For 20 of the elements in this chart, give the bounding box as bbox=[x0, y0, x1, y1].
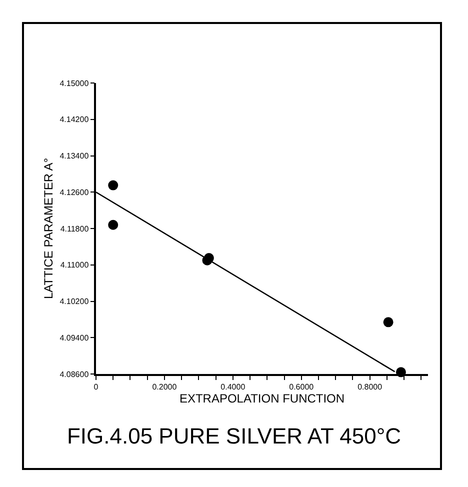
y-tick-label: 4.15000 bbox=[60, 78, 90, 88]
x-axis-title: EXTRAPOLATION FUNCTION bbox=[179, 391, 345, 406]
y-tick-label: 4.10200 bbox=[60, 297, 90, 306]
y-axis-title: LATTICE PARAMETER A° bbox=[42, 158, 56, 300]
x-tick-label: 0.2000 bbox=[152, 382, 178, 392]
text: FIG.4.05 PURE SILVER AT 450°C bbox=[66, 424, 402, 449]
y-tick-label: 4.11800 bbox=[60, 224, 90, 234]
x-tick-label: 0.6000 bbox=[289, 382, 314, 392]
y-tick-label: 4.08600 bbox=[60, 370, 90, 379]
x-tick-label: 0.8000 bbox=[358, 382, 383, 392]
y-tick-label: 4.14200 bbox=[60, 115, 90, 124]
x-tick-label: 0 bbox=[94, 382, 99, 392]
y-tick-label: 4.11000 bbox=[60, 260, 90, 270]
y-tick-label: 4.12600 bbox=[60, 188, 90, 197]
point bbox=[108, 180, 118, 190]
y-tick-label: 4.09400 bbox=[60, 333, 90, 342]
y-tick-label: 4.13400 bbox=[60, 152, 90, 161]
point bbox=[383, 317, 394, 328]
point bbox=[108, 220, 118, 230]
x-tick-label: 0.4000 bbox=[220, 382, 246, 392]
